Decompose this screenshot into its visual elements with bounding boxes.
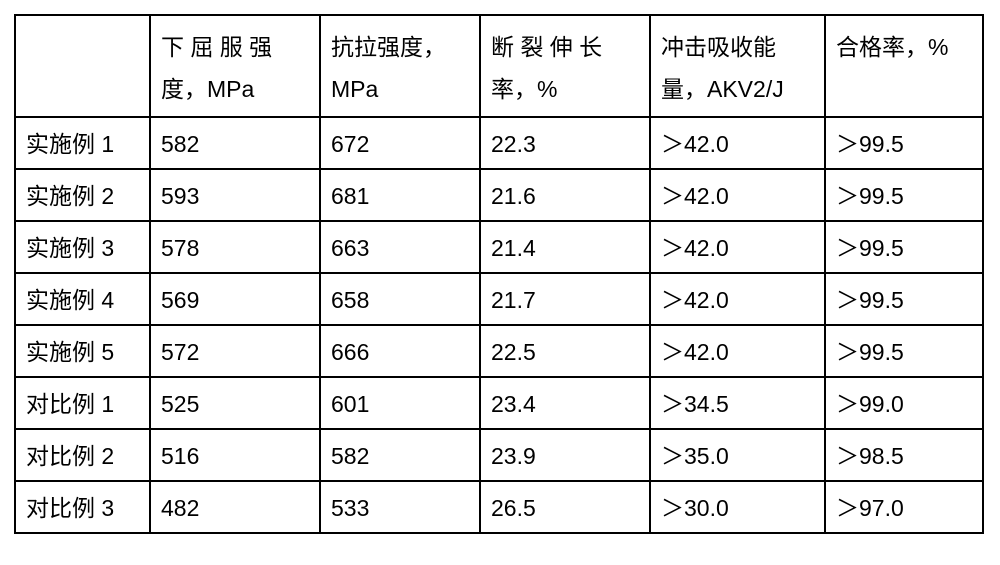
cell-impact: ＞42.0 [650,221,825,273]
cell-rowlabel: 对比例 1 [15,377,150,429]
cell-tensile: 658 [320,273,480,325]
cell-yield: 569 [150,273,320,325]
cell-impact: ＞42.0 [650,117,825,169]
cell-elongation: 26.5 [480,481,650,533]
cell-rowlabel: 实施例 1 [15,117,150,169]
material-properties-table: 下 屈 服 强度，MPa 抗拉强度，MPa 断 裂 伸 长率，% 冲击吸收能量，… [14,14,984,534]
cell-tensile: 533 [320,481,480,533]
table-row: 实施例 4 569 658 21.7 ＞42.0 ＞99.5 [15,273,983,325]
table-row: 实施例 1 582 672 22.3 ＞42.0 ＞99.5 [15,117,983,169]
cell-impact: ＞42.0 [650,169,825,221]
table-row: 实施例 3 578 663 21.4 ＞42.0 ＞99.5 [15,221,983,273]
table-row: 对比例 3 482 533 26.5 ＞30.0 ＞97.0 [15,481,983,533]
page-container: 下 屈 服 强度，MPa 抗拉强度，MPa 断 裂 伸 长率，% 冲击吸收能量，… [0,0,1000,565]
table-row: 对比例 1 525 601 23.4 ＞34.5 ＞99.0 [15,377,983,429]
cell-rowlabel: 实施例 4 [15,273,150,325]
cell-tensile: 666 [320,325,480,377]
cell-tensile: 663 [320,221,480,273]
cell-passrate: ＞99.5 [825,273,983,325]
cell-rowlabel: 对比例 3 [15,481,150,533]
cell-passrate: ＞99.5 [825,325,983,377]
cell-rowlabel: 实施例 5 [15,325,150,377]
cell-impact: ＞30.0 [650,481,825,533]
cell-passrate: ＞99.5 [825,169,983,221]
cell-rowlabel: 实施例 3 [15,221,150,273]
col-header-rowlabel [15,15,150,117]
cell-yield: 516 [150,429,320,481]
cell-rowlabel: 实施例 2 [15,169,150,221]
cell-yield: 582 [150,117,320,169]
cell-tensile: 582 [320,429,480,481]
cell-elongation: 21.6 [480,169,650,221]
col-header-impact: 冲击吸收能量，AKV2/J [650,15,825,117]
table-row: 实施例 5 572 666 22.5 ＞42.0 ＞99.5 [15,325,983,377]
cell-yield: 578 [150,221,320,273]
cell-elongation: 22.5 [480,325,650,377]
cell-passrate: ＞98.5 [825,429,983,481]
cell-tensile: 681 [320,169,480,221]
table-row: 对比例 2 516 582 23.9 ＞35.0 ＞98.5 [15,429,983,481]
cell-rowlabel: 对比例 2 [15,429,150,481]
cell-tensile: 601 [320,377,480,429]
cell-yield: 593 [150,169,320,221]
cell-yield: 482 [150,481,320,533]
cell-elongation: 23.9 [480,429,650,481]
cell-yield: 525 [150,377,320,429]
cell-passrate: ＞97.0 [825,481,983,533]
table-row: 实施例 2 593 681 21.6 ＞42.0 ＞99.5 [15,169,983,221]
cell-yield: 572 [150,325,320,377]
cell-elongation: 23.4 [480,377,650,429]
cell-elongation: 22.3 [480,117,650,169]
cell-impact: ＞35.0 [650,429,825,481]
cell-elongation: 21.4 [480,221,650,273]
col-header-yield: 下 屈 服 强度，MPa [150,15,320,117]
cell-passrate: ＞99.5 [825,221,983,273]
table-header-row: 下 屈 服 强度，MPa 抗拉强度，MPa 断 裂 伸 长率，% 冲击吸收能量，… [15,15,983,117]
cell-passrate: ＞99.5 [825,117,983,169]
cell-impact: ＞42.0 [650,325,825,377]
cell-tensile: 672 [320,117,480,169]
col-header-elongation: 断 裂 伸 长率，% [480,15,650,117]
col-header-tensile: 抗拉强度，MPa [320,15,480,117]
cell-impact: ＞42.0 [650,273,825,325]
cell-elongation: 21.7 [480,273,650,325]
cell-passrate: ＞99.0 [825,377,983,429]
col-header-passrate: 合格率，% [825,15,983,117]
cell-impact: ＞34.5 [650,377,825,429]
